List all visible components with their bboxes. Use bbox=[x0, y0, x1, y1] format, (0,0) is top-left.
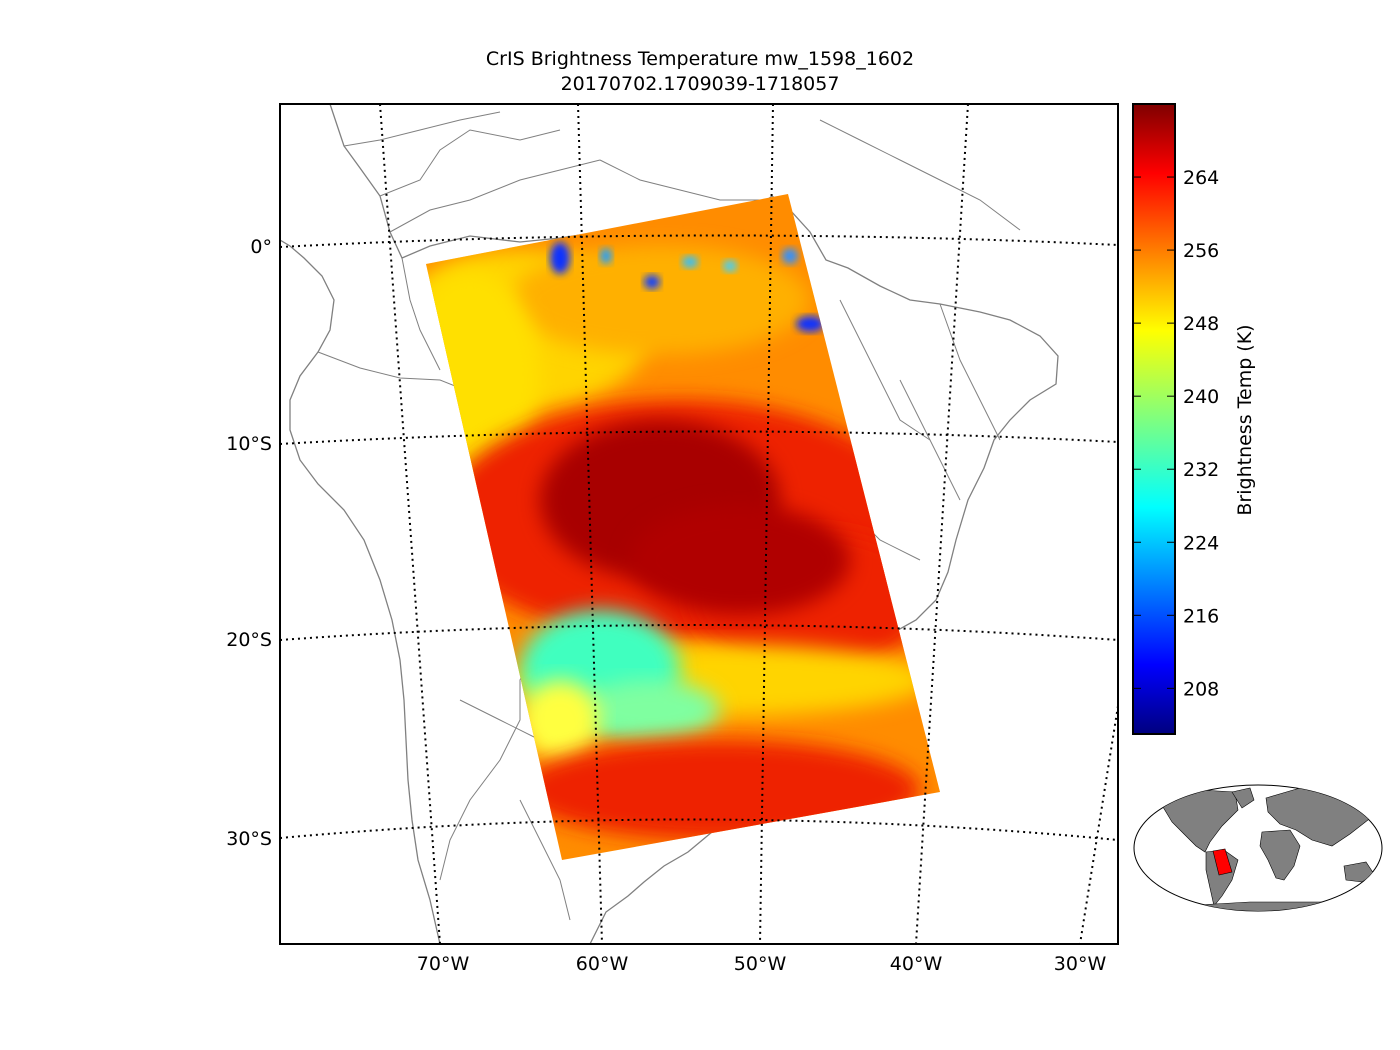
colorbar-tick-label: 224 bbox=[1183, 532, 1219, 554]
inset-africa bbox=[1259, 829, 1301, 881]
lat-label-10s: 10°S bbox=[226, 433, 272, 455]
colorbar-tick-label: 248 bbox=[1183, 313, 1219, 335]
graticule bbox=[280, 104, 1118, 944]
inset-world-map bbox=[1133, 784, 1383, 912]
colorbar-tick-label: 232 bbox=[1183, 459, 1219, 481]
map-frame bbox=[279, 103, 1119, 945]
lon-label-30w: 30°W bbox=[1054, 953, 1107, 975]
colorbar-ticks: 208 216 224 232 240 248 256 264 bbox=[1133, 167, 1219, 700]
inset-greenland bbox=[1231, 787, 1255, 809]
lat-label-0: 0° bbox=[250, 236, 272, 258]
inset-north-america bbox=[1159, 789, 1239, 853]
colorbar-tick-label: 264 bbox=[1183, 167, 1219, 189]
colorbar-tick-label: 208 bbox=[1183, 678, 1219, 700]
inset-south-america bbox=[1205, 849, 1239, 907]
colorbar: 208 216 224 232 240 248 256 264 Brightness Temp… bbox=[1132, 103, 1256, 735]
lon-label-40w: 40°W bbox=[890, 953, 943, 975]
colorbar-label: Brightness Temp (K) bbox=[1234, 324, 1256, 515]
chart-title: CrIS Brightness Temperature mw_1598_1602 bbox=[485, 48, 915, 70]
brightness-temperature-swath bbox=[426, 194, 940, 860]
colorbar-gradient bbox=[1132, 103, 1176, 735]
lat-label-20s: 20°S bbox=[226, 629, 272, 651]
lat-label-30s: 30°S bbox=[226, 828, 272, 850]
lon-label-50w: 50°W bbox=[734, 953, 787, 975]
colorbar-tick-label: 240 bbox=[1183, 386, 1219, 408]
colorbar-tick-label: 256 bbox=[1183, 240, 1219, 262]
lon-label-70w: 70°W bbox=[417, 953, 470, 975]
lon-label-60w: 60°W bbox=[576, 953, 629, 975]
map-area bbox=[280, 104, 1118, 944]
chart-subtitle: 20170702.1709039-1718057 bbox=[560, 73, 840, 95]
colorbar-tick-label: 216 bbox=[1183, 605, 1219, 627]
inset-swath-marker bbox=[1212, 848, 1233, 876]
